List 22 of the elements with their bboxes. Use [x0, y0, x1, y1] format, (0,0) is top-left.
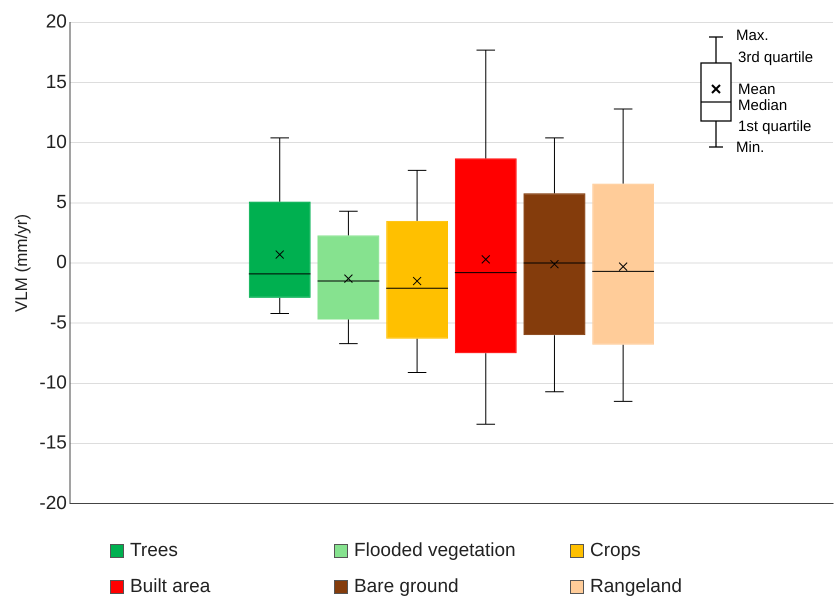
y-tick-label: -10	[39, 372, 67, 394]
annotation: Median	[738, 97, 788, 114]
legend-label: Built area	[130, 576, 210, 598]
y-tick-label: 10	[46, 132, 67, 153]
annotation: Max.	[736, 27, 769, 44]
legend-label: Flooded vegetation	[354, 540, 516, 562]
annotation: Mean	[738, 81, 776, 98]
y-tick-label: 0	[56, 252, 67, 274]
y-tick-label: -5	[50, 312, 67, 334]
y-axis-title: VLM (mm/yr)	[12, 214, 31, 312]
legend-label: Trees	[130, 540, 178, 562]
legend-label: Rangeland	[590, 576, 682, 598]
y-tick-label: 20	[46, 12, 67, 33]
y-tick-label: -20	[39, 492, 67, 514]
y-tick-label: 5	[56, 192, 67, 214]
annotation: 3rd quartile	[738, 49, 814, 66]
annotation: Min.	[736, 139, 764, 156]
legend-label: Crops	[590, 540, 641, 562]
legend-label: Bare ground	[354, 576, 459, 598]
y-tick-label: -15	[39, 432, 67, 454]
annotation: 1st quartile	[738, 118, 812, 135]
y-tick-label: 15	[46, 72, 67, 93]
